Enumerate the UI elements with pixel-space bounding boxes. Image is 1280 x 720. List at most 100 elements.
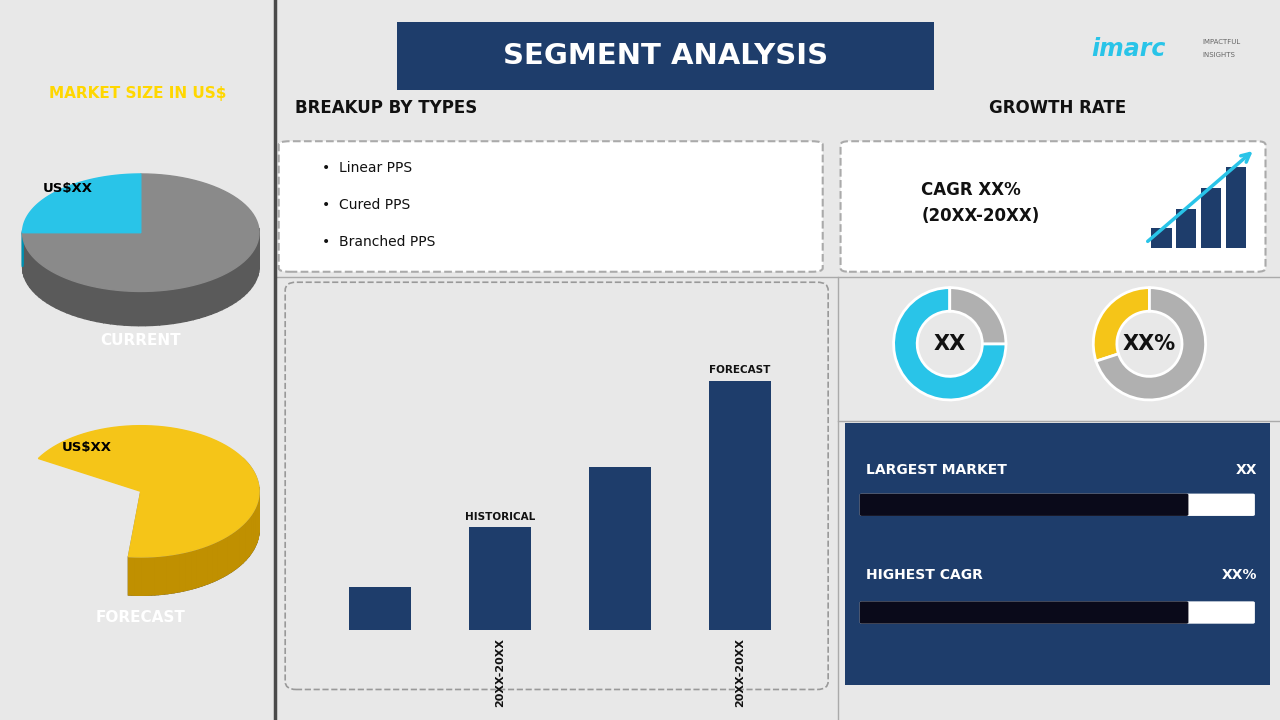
Polygon shape	[138, 292, 146, 325]
Bar	[468, 527, 531, 630]
Polygon shape	[179, 552, 186, 592]
Polygon shape	[51, 271, 56, 308]
Polygon shape	[73, 281, 78, 317]
Polygon shape	[246, 520, 247, 560]
Polygon shape	[118, 290, 124, 325]
Polygon shape	[154, 556, 160, 595]
Text: •  Linear PPS: • Linear PPS	[323, 161, 412, 175]
Text: XX: XX	[933, 334, 966, 354]
Polygon shape	[192, 549, 196, 589]
Bar	[1201, 188, 1221, 248]
FancyBboxPatch shape	[841, 141, 1266, 271]
Polygon shape	[220, 539, 223, 579]
Polygon shape	[177, 553, 180, 592]
Polygon shape	[205, 280, 211, 316]
Polygon shape	[193, 284, 200, 320]
Bar	[1225, 167, 1245, 248]
FancyBboxPatch shape	[860, 601, 1254, 624]
Polygon shape	[191, 549, 197, 589]
Polygon shape	[157, 556, 161, 595]
Polygon shape	[173, 288, 180, 323]
Polygon shape	[223, 538, 224, 577]
Polygon shape	[255, 505, 256, 546]
Polygon shape	[24, 243, 26, 281]
Text: HIGHEST CAGR: HIGHEST CAGR	[867, 568, 983, 582]
Polygon shape	[138, 557, 142, 595]
FancyBboxPatch shape	[832, 415, 1280, 693]
Text: imarc: imarc	[1091, 37, 1165, 60]
Polygon shape	[212, 543, 215, 582]
Text: XX%: XX%	[1123, 334, 1176, 354]
Polygon shape	[204, 546, 207, 585]
Polygon shape	[147, 557, 154, 595]
Polygon shape	[239, 526, 241, 566]
Text: •  Branched PPS: • Branched PPS	[323, 235, 435, 249]
Polygon shape	[243, 522, 246, 563]
Polygon shape	[228, 534, 232, 575]
Polygon shape	[216, 276, 221, 312]
Polygon shape	[215, 541, 218, 581]
Polygon shape	[248, 516, 250, 557]
Polygon shape	[97, 287, 104, 323]
Polygon shape	[160, 555, 166, 595]
Bar	[348, 587, 411, 630]
Polygon shape	[173, 554, 179, 593]
Text: BREAKUP BY TYPES: BREAKUP BY TYPES	[296, 99, 477, 117]
Text: XX%: XX%	[1221, 568, 1257, 582]
Polygon shape	[218, 539, 223, 580]
Polygon shape	[252, 249, 255, 287]
FancyBboxPatch shape	[375, 19, 956, 93]
Bar	[589, 467, 652, 630]
Polygon shape	[253, 508, 255, 550]
Polygon shape	[28, 250, 29, 287]
Polygon shape	[241, 525, 243, 564]
Polygon shape	[134, 557, 138, 595]
Polygon shape	[132, 292, 138, 325]
Text: SEGMENT ANALYSIS: SEGMENT ANALYSIS	[503, 42, 828, 70]
Polygon shape	[243, 523, 244, 563]
Polygon shape	[229, 534, 232, 573]
Polygon shape	[250, 252, 252, 289]
Polygon shape	[223, 536, 228, 577]
Polygon shape	[146, 291, 152, 325]
Polygon shape	[124, 291, 132, 325]
Polygon shape	[128, 557, 132, 595]
Polygon shape	[224, 536, 227, 576]
Text: CAGR XX%
(20XX-20XX): CAGR XX% (20XX-20XX)	[922, 181, 1039, 225]
Polygon shape	[151, 557, 155, 595]
Polygon shape	[236, 265, 239, 302]
Polygon shape	[232, 532, 233, 572]
Polygon shape	[166, 554, 173, 594]
Text: GROWTH RATE: GROWTH RATE	[988, 99, 1126, 117]
Wedge shape	[893, 287, 1006, 400]
Text: FORECAST: FORECAST	[96, 610, 186, 625]
Polygon shape	[211, 278, 216, 314]
Polygon shape	[232, 268, 236, 305]
Polygon shape	[227, 535, 229, 575]
Polygon shape	[132, 557, 134, 595]
Text: HISTORICAL: HISTORICAL	[465, 512, 535, 521]
Polygon shape	[247, 518, 248, 558]
Bar	[1176, 209, 1197, 248]
Polygon shape	[26, 246, 28, 284]
FancyBboxPatch shape	[860, 601, 1188, 624]
Text: US$XX: US$XX	[44, 182, 93, 195]
Polygon shape	[200, 282, 205, 318]
FancyBboxPatch shape	[279, 141, 823, 271]
Polygon shape	[44, 266, 47, 303]
Polygon shape	[29, 253, 33, 291]
Text: XX: XX	[1235, 463, 1257, 477]
Bar	[709, 381, 771, 630]
Polygon shape	[187, 552, 189, 590]
Polygon shape	[166, 289, 173, 324]
Polygon shape	[246, 518, 248, 560]
Polygon shape	[186, 551, 191, 590]
Polygon shape	[201, 547, 204, 586]
Polygon shape	[237, 528, 239, 567]
Polygon shape	[248, 515, 251, 557]
Text: •  Cured PPS: • Cured PPS	[323, 198, 411, 212]
Polygon shape	[145, 557, 148, 595]
Polygon shape	[251, 512, 253, 554]
Polygon shape	[172, 554, 174, 593]
FancyBboxPatch shape	[860, 494, 1188, 516]
